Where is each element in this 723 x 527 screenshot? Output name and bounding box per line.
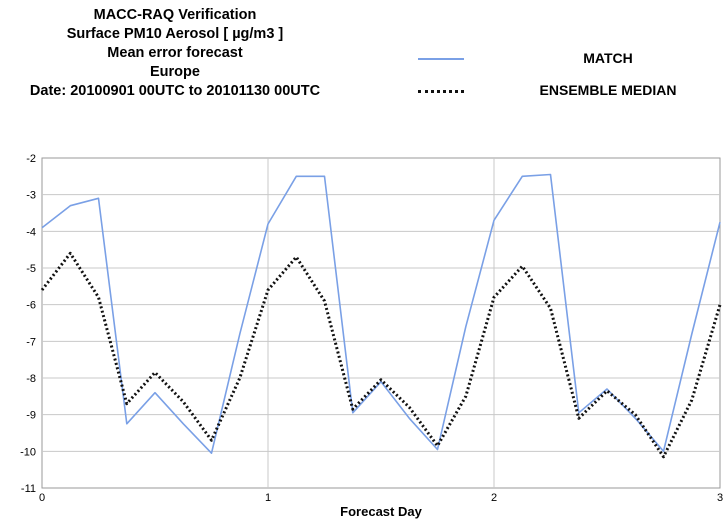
plot-frame <box>41 157 721 489</box>
chart-date-range: Date: 20100901 00UTC to 20101130 00UTC <box>29 83 321 99</box>
x-tick-label: 3 <box>717 492 723 504</box>
legend: MATCH ENSEMBLE MEDIAN <box>410 44 720 104</box>
legend-label-match: MATCH <box>583 50 633 66</box>
chart-title: MACC-RAQ Verification <box>93 7 257 23</box>
y-tick-label: -11 <box>21 483 36 495</box>
y-tick-label: -8 <box>26 373 36 385</box>
series-line-match <box>41 173 721 455</box>
legend-item-match: MATCH <box>410 50 720 70</box>
y-tick-label: -4 <box>26 226 36 238</box>
legend-swatch-ensemble-median <box>418 90 464 93</box>
y-tick-label: -2 <box>26 153 36 165</box>
legend-label-ensemble-median: ENSEMBLE MEDIAN <box>539 82 677 98</box>
y-tick-label: -7 <box>26 336 36 348</box>
y-tick-label: -10 <box>20 446 36 458</box>
chart-title-block: MACC-RAQ Verification Surface PM10 Aeros… <box>0 6 350 101</box>
legend-item-ensemble-median: ENSEMBLE MEDIAN <box>410 82 720 102</box>
x-axis-label: Forecast Day <box>340 504 422 519</box>
x-tick-label: 1 <box>265 492 271 504</box>
x-tick-label: 2 <box>491 492 497 504</box>
chart-subtitle-region: Europe <box>150 64 200 80</box>
y-tick-label: -6 <box>26 300 36 312</box>
chart-subtitle-variable: Surface PM10 Aerosol [ µg/m3 ] <box>66 26 284 42</box>
series-line-ensemble-median <box>40 251 722 459</box>
y-tick-label: -9 <box>26 410 36 422</box>
y-tick-label: -3 <box>26 190 36 202</box>
y-tick-label: -5 <box>26 263 36 275</box>
x-tick-label: 0 <box>39 492 45 504</box>
chart-subtitle-metric: Mean error forecast <box>107 45 243 61</box>
legend-swatch-match <box>418 58 464 60</box>
